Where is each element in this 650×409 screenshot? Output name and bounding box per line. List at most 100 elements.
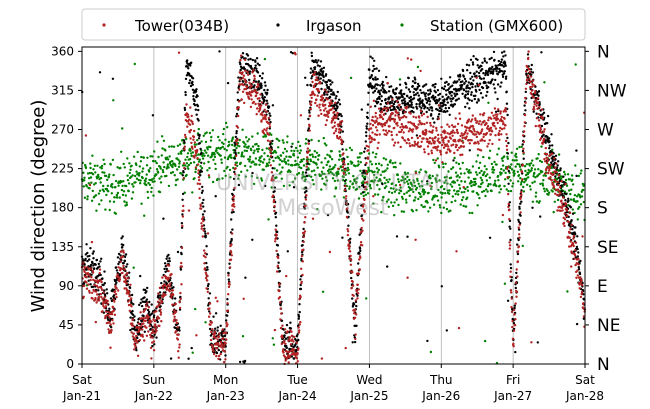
data-point	[372, 78, 375, 81]
data-point	[476, 120, 479, 123]
data-point	[95, 209, 98, 212]
data-point	[491, 166, 495, 169]
data-point	[468, 169, 471, 172]
data-point	[278, 269, 281, 273]
data-point	[130, 305, 133, 308]
data-point	[230, 218, 233, 221]
data-point	[516, 170, 519, 173]
data-point	[431, 117, 435, 120]
data-point	[461, 141, 465, 144]
data-point	[203, 149, 207, 152]
data-point	[214, 162, 217, 166]
data-point	[157, 317, 161, 320]
data-point	[337, 125, 340, 128]
data-point	[575, 195, 579, 198]
data-point	[552, 210, 555, 214]
data-point	[170, 273, 173, 276]
data-point	[252, 100, 256, 104]
data-point	[149, 167, 152, 170]
data-point	[112, 200, 116, 203]
data-point	[450, 124, 454, 127]
data-point	[308, 129, 311, 132]
data-point	[399, 186, 402, 189]
data-point	[235, 161, 239, 164]
data-point	[513, 306, 516, 310]
data-point	[210, 330, 213, 334]
data-point	[559, 169, 562, 172]
data-point	[503, 155, 506, 158]
data-point	[272, 198, 276, 202]
data-point	[146, 190, 149, 194]
data-point	[436, 139, 439, 142]
data-point	[306, 147, 309, 150]
data-point	[136, 354, 140, 357]
data-point	[326, 153, 329, 156]
data-point	[155, 161, 158, 165]
data-point	[368, 169, 371, 172]
data-point	[235, 146, 238, 150]
data-point	[385, 109, 388, 113]
data-point	[179, 291, 182, 295]
data-point	[237, 100, 241, 103]
data-point	[128, 171, 131, 175]
data-point	[505, 90, 508, 93]
data-point	[531, 71, 535, 74]
data-point	[252, 160, 255, 164]
data-point	[364, 188, 367, 191]
data-point	[342, 196, 346, 199]
data-point	[206, 148, 209, 151]
data-point	[165, 174, 168, 178]
data-point	[505, 75, 508, 78]
data-point	[362, 203, 365, 206]
data-point	[178, 308, 182, 311]
data-point	[322, 70, 325, 73]
data-point	[498, 67, 501, 71]
data-point	[268, 125, 272, 128]
data-point	[151, 344, 154, 348]
data-point	[206, 154, 210, 157]
data-point	[390, 133, 393, 137]
data-point	[366, 192, 370, 195]
data-point	[160, 154, 163, 157]
data-point	[371, 69, 374, 73]
data-point	[215, 354, 218, 358]
data-point	[198, 196, 201, 200]
data-point	[157, 303, 160, 307]
data-point	[288, 184, 291, 187]
data-point	[393, 190, 397, 193]
data-point	[416, 177, 419, 181]
data-point	[242, 155, 245, 158]
data-point	[138, 165, 141, 168]
data-point	[137, 322, 140, 325]
data-point	[243, 359, 247, 363]
data-point	[380, 82, 384, 86]
data-point	[288, 336, 291, 339]
data-point	[254, 102, 257, 106]
data-point	[364, 157, 367, 160]
data-point	[340, 139, 343, 142]
data-point	[201, 235, 204, 238]
data-point	[243, 145, 246, 148]
data-point	[297, 163, 300, 166]
data-point	[414, 93, 418, 96]
data-point	[269, 164, 272, 167]
data-point	[281, 139, 284, 142]
data-point	[577, 174, 581, 178]
data-point	[338, 150, 341, 153]
data-point	[144, 316, 147, 320]
data-point	[383, 124, 387, 127]
data-point	[156, 317, 159, 320]
data-point	[406, 57, 409, 60]
data-point	[572, 198, 576, 201]
data-point	[218, 332, 221, 335]
data-point	[246, 169, 249, 172]
data-point	[132, 266, 135, 269]
data-point	[398, 103, 401, 107]
data-point	[276, 138, 279, 141]
data-point	[477, 166, 481, 170]
data-point	[183, 166, 186, 170]
data-point	[135, 170, 138, 173]
data-point	[229, 176, 232, 179]
data-point	[440, 143, 444, 147]
data-point	[191, 120, 194, 124]
